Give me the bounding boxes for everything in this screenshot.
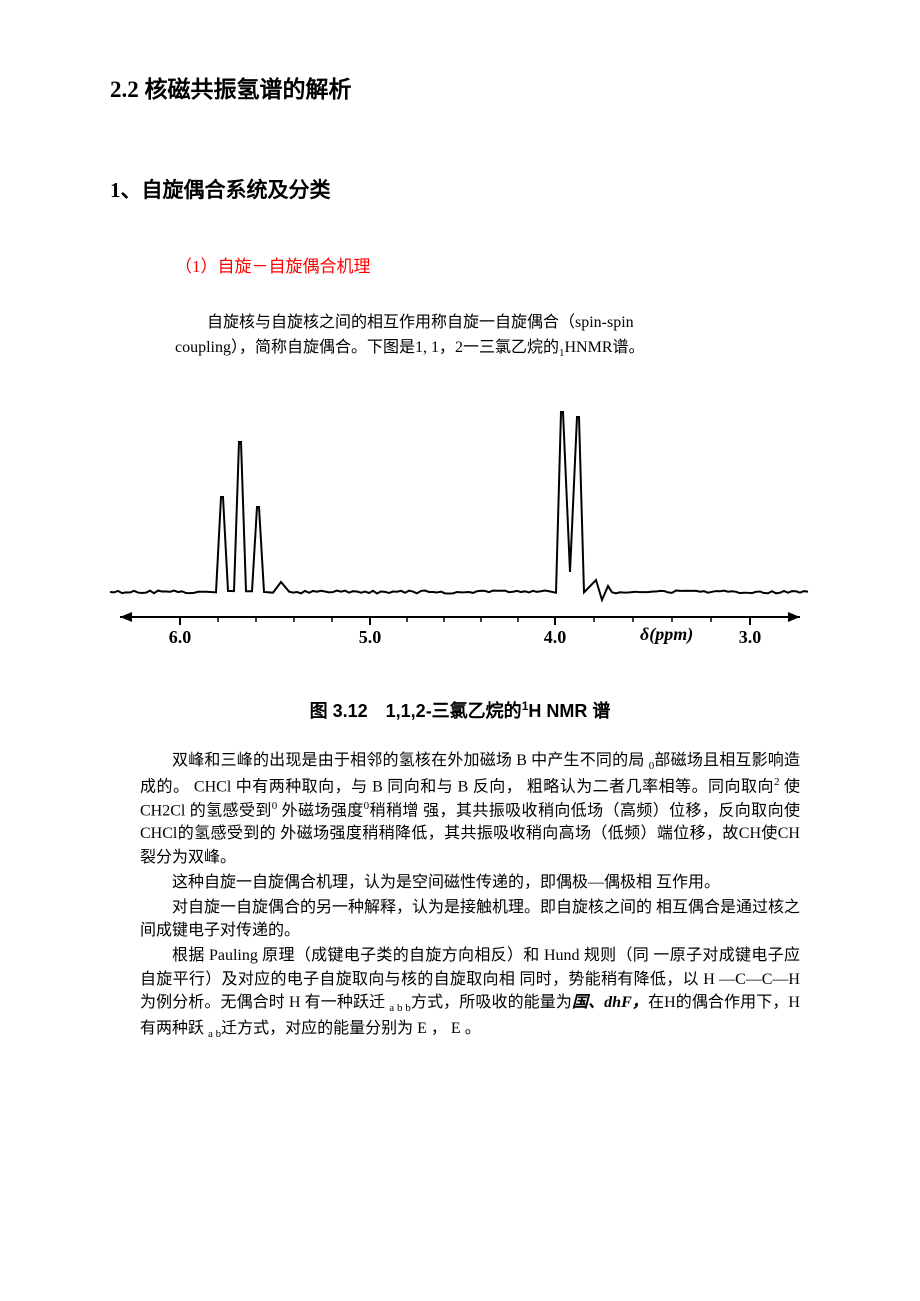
svg-text:δ(ppm): δ(ppm)	[640, 624, 693, 645]
text-span: 双峰和三峰的出现是由于相邻的氢核在外加磁场 B 中产生不同的局	[172, 752, 645, 769]
intro-paragraph-line2: coupling），简称自旋偶合。下图是1, 1，2一三氯乙烷的1HNMR谱。	[175, 336, 800, 362]
figure-caption: 图 3.12 1,1,2-三氯乙烷的1H NMR 谱	[110, 697, 810, 723]
text-span: 自旋核与自旋核之间的相互作用称自旋一自旋偶合（spin-spin	[207, 314, 634, 331]
caption-text: 图 3.12 1,1,2-三氯乙烷的	[310, 701, 522, 721]
paragraph-3: 对自旋一自旋偶合的另一种解释，认为是接触机理。即自旋核之间的 相互偶合是通过核之…	[140, 896, 800, 942]
sub-heading: 1、自旋偶合系统及分类	[110, 174, 810, 204]
figure-container: 6.0 5.0 4.0 3.0 δ(ppm) 图 3.12 1,1,2-三氯乙烷的1H …	[110, 392, 810, 723]
document-page: 2.2 核磁共振氢谱的解析 1、自旋偶合系统及分类 （1）自旋－自旋偶合机理 自…	[0, 0, 920, 1105]
paragraph-1: 双峰和三峰的出现是由于相邻的氢核在外加磁场 B 中产生不同的局 0部磁场且相互影…	[140, 749, 800, 869]
paragraph-4: 根据 Pauling 原理（成键电子类的自旋方向相反）和 Hund 规则（同 一…	[140, 944, 800, 1043]
section-heading-red: （1）自旋－自旋偶合机理	[175, 252, 810, 277]
text-span: 迁方式，对应的能量分别为 E ， E 。	[221, 1020, 481, 1037]
svg-text:5.0: 5.0	[359, 627, 382, 647]
subscript: a b	[208, 1028, 221, 1040]
italic-text: 国、dhF，	[572, 994, 648, 1011]
paragraph-2: 这种自旋一自旋偶合机理，认为是空间磁性传递的，即偶极—偶极相 互作用。	[140, 871, 800, 894]
body-paragraphs: 双峰和三峰的出现是由于相邻的氢核在外加磁场 B 中产生不同的局 0部磁场且相互影…	[140, 749, 800, 1043]
text-span: HNMR谱。	[565, 339, 645, 356]
main-heading: 2.2 核磁共振氢谱的解析	[110, 70, 810, 104]
nmr-spectrum-chart: 6.0 5.0 4.0 3.0 δ(ppm)	[110, 392, 810, 682]
intro-paragraph: 自旋核与自旋核之间的相互作用称自旋一自旋偶合（spin-spin	[175, 311, 800, 334]
svg-text:3.0: 3.0	[739, 627, 762, 647]
text-span: 外磁场强度	[277, 802, 363, 819]
text-span: coupling），简称自旋偶合。下图是1, 1，2一三氯乙烷的	[175, 339, 559, 356]
intro-paragraph-block: 自旋核与自旋核之间的相互作用称自旋一自旋偶合（spin-spin couplin…	[175, 311, 800, 362]
text-span: 方式，所吸收的能量为	[411, 994, 572, 1011]
caption-text: H NMR 谱	[528, 701, 610, 721]
svg-text:4.0: 4.0	[544, 627, 567, 647]
subscript: a b b	[389, 1002, 411, 1014]
svg-text:6.0: 6.0	[169, 627, 192, 647]
